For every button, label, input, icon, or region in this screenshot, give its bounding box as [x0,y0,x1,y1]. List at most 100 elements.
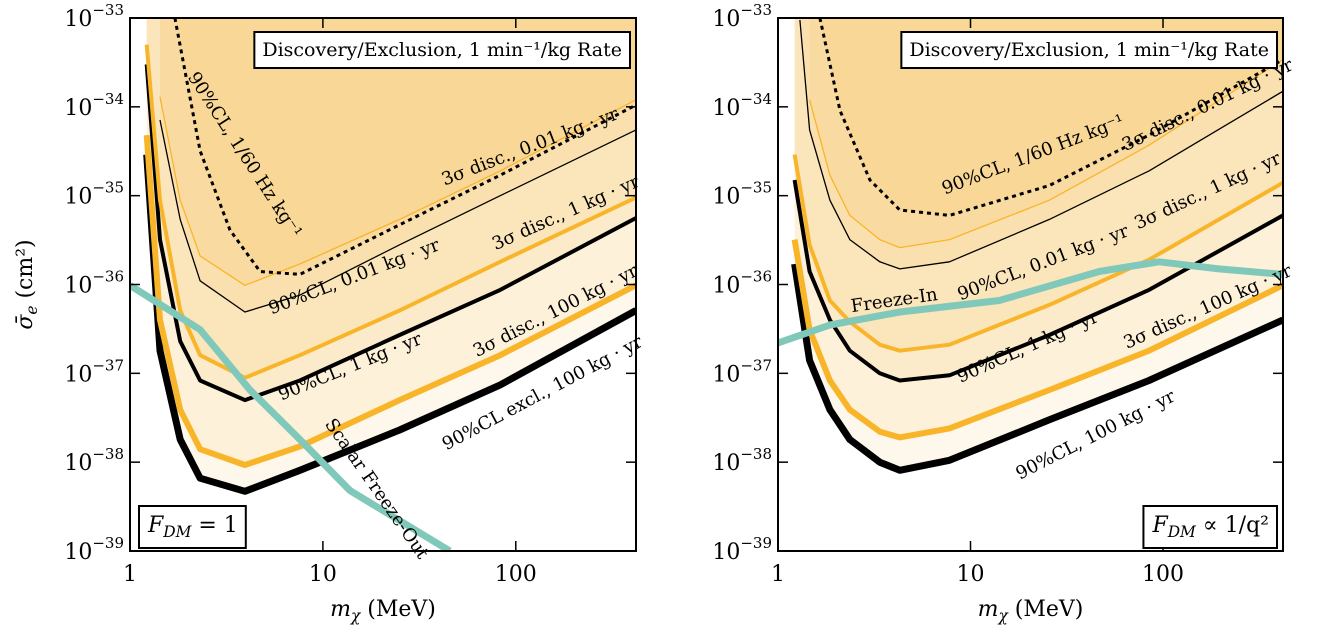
region-fill [794,18,1283,471]
tick-exponent: −39 [92,534,124,552]
region-fill [159,18,636,286]
y-tick-label: 10−39 [712,534,772,565]
symbol: m [330,597,351,622]
x-tick-label: 1 [771,562,785,587]
x-tick-label: 100 [495,562,537,587]
label-text: = 1 [191,513,237,538]
label-text: (MeV) [1008,597,1084,622]
y-tick-label: 10−37 [64,356,124,387]
annotation-box [138,505,247,549]
y-tick-label: 10−35 [64,179,124,210]
curve [144,64,636,403]
curve [808,59,1283,249]
curve [778,258,1283,347]
annotation-box [900,31,1278,69]
region-fill [794,18,1283,351]
region-fill [809,18,1283,248]
region-fill [146,18,636,378]
curve [143,154,636,495]
panel-title: Discovery/Exclusion, 1 min⁻¹/kg Rate [909,39,1269,61]
tick-exponent: −35 [92,179,124,197]
label-text: ∝ 1/q² [1196,513,1269,538]
subscript: e [23,306,41,315]
tick-exponent: −37 [92,356,124,374]
symbol: F [147,513,164,538]
plot-background [130,18,636,551]
curve [159,96,636,286]
subscript: χ [997,607,1009,625]
symbol: m [978,597,999,622]
rich-label: σ̄e (cm²) [13,239,41,329]
tick-base: 10 [64,540,92,565]
label-text: (cm²) [13,239,38,305]
tick-base: 10 [712,451,740,476]
tick-exponent: −33 [92,1,124,19]
tick-base: 10 [64,362,92,387]
tick-exponent: −39 [740,534,772,552]
tick-exponent: −35 [740,179,772,197]
curve [159,119,636,313]
curve [792,179,1283,383]
subscript: DM [162,523,192,541]
x-tick-label: 10 [957,562,985,587]
x-tick-label: 100 [1142,562,1184,587]
tick-exponent: −34 [740,90,772,108]
tick-exponent: −37 [740,356,772,374]
panel-title: Discovery/Exclusion, 1 min⁻¹/kg Rate [262,39,622,61]
curve [791,239,1283,441]
annotation-box [1142,505,1278,549]
curve [791,263,1283,474]
y-tick-label: 10−33 [64,1,124,32]
region-fill [794,18,1283,381]
curve [792,154,1283,353]
x-tick-label: 10 [309,562,337,587]
y-tick-label: 10−38 [712,445,772,476]
subscript: DM [1167,523,1197,541]
region-fill [799,18,1283,269]
tick-base: 10 [64,185,92,210]
region-fill [146,18,636,492]
subscript: χ [350,607,362,625]
tick-base: 10 [712,96,740,121]
curve [130,282,452,551]
curve [818,18,1283,217]
y-tick-label: 10−39 [64,534,124,565]
tick-base: 10 [712,274,740,299]
region-fill [174,18,636,275]
rich-label: mχ (MeV) [978,597,1084,625]
curve [799,19,1283,270]
y-tick-label: 10−36 [64,268,124,299]
plot-background [778,18,1283,551]
region-fill [159,18,636,313]
tick-base: 10 [64,96,92,121]
region-fill [146,18,636,465]
y-tick-label: 10−35 [712,179,772,210]
label-text: (MeV) [360,597,436,622]
tick-base: 10 [712,185,740,210]
tick-exponent: −34 [92,90,124,108]
tick-exponent: −36 [92,268,124,286]
tick-base: 10 [712,7,740,32]
tick-exponent: −33 [740,1,772,19]
rich-label: mχ (MeV) [330,597,436,625]
y-tick-label: 10−37 [712,356,772,387]
region-fill [794,18,1283,438]
tick-base: 10 [712,362,740,387]
rich-label: FDM = 1 [147,513,238,541]
curve [143,134,636,468]
annotation-box [253,31,631,69]
curve [173,18,636,276]
tick-exponent: −38 [740,445,772,463]
tick-base: 10 [64,274,92,299]
tick-base: 10 [712,540,740,565]
curve [144,44,636,380]
plot-area [778,18,1283,551]
symbol: σ̄ [13,314,38,330]
tick-base: 10 [64,7,92,32]
plot-area [130,18,636,551]
y-tick-label: 10−34 [712,90,772,121]
y-tick-label: 10−34 [64,90,124,121]
